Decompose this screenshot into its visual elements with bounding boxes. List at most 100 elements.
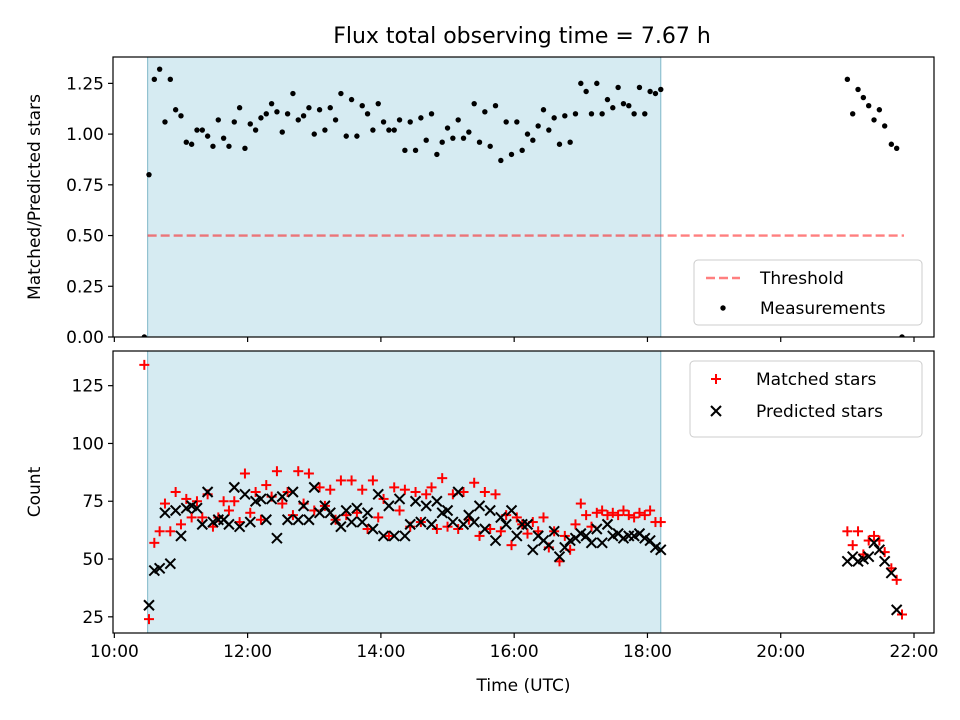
- predicted-star-point: [287, 486, 299, 498]
- matched-star-point: [490, 489, 501, 500]
- predicted-star-stroke: [324, 507, 336, 519]
- predicted-star-stroke: [356, 516, 368, 528]
- measurement-point: [402, 147, 408, 154]
- measurement-point: [893, 145, 900, 152]
- matched-star-point: [421, 489, 432, 500]
- predicted-star-point: [862, 551, 875, 563]
- predicted-star-point: [431, 495, 443, 507]
- predicted-star-point: [548, 525, 560, 538]
- measurement-point: [359, 102, 365, 109]
- matched-star-point: [847, 540, 858, 551]
- predicted-star-stroke: [276, 490, 288, 503]
- measurement-point: [151, 76, 158, 83]
- measurement-point: [348, 96, 355, 103]
- measurement-point: [380, 119, 387, 125]
- predicted-star-stroke: [244, 516, 256, 528]
- predicted-star-point: [655, 544, 667, 556]
- matched-star-point: [474, 530, 485, 541]
- measurement-point: [551, 115, 557, 121]
- matched-star-point: [357, 484, 368, 495]
- matched-star-point: [618, 505, 629, 516]
- matched-star-point: [143, 614, 154, 625]
- predicted-star-stroke: [196, 518, 209, 531]
- predicted-star-point: [388, 530, 400, 542]
- predicted-star-stroke: [191, 502, 203, 514]
- measurement-point: [578, 80, 584, 87]
- measurement-point: [572, 111, 579, 117]
- y-tick-label: 25: [82, 608, 104, 628]
- predicted-star-stroke: [351, 502, 363, 514]
- measurement-point: [316, 107, 323, 113]
- measurement-point: [434, 151, 440, 158]
- y-tick-label: 1.00: [66, 125, 104, 145]
- measurement-point: [647, 88, 653, 95]
- measurement-point: [231, 119, 237, 125]
- measurement-point: [588, 111, 595, 117]
- measurement-point: [252, 127, 259, 133]
- matched-star-point: [170, 487, 181, 497]
- matched-star-point: [229, 496, 240, 507]
- predicted-star-stroke: [521, 518, 534, 531]
- measurement-point: [881, 123, 888, 129]
- predicted-star-point: [196, 518, 209, 531]
- measurement-point: [546, 127, 552, 133]
- predicted-star-stroke: [591, 523, 603, 535]
- count-panel: 25 50 75 100 125 10:00 12:00 14:00 16:00 18:00 20:…: [25, 350, 939, 696]
- measurement-point: [141, 334, 148, 337]
- predicted-star-stroke: [862, 551, 875, 563]
- predicted-star-stroke: [404, 518, 416, 531]
- measurement-point: [503, 119, 509, 125]
- measurement-point: [636, 84, 643, 91]
- predicted-star-point: [404, 518, 416, 531]
- measurement-point: [274, 109, 280, 115]
- matched-star-point: [346, 475, 357, 486]
- predicted-star-stroke: [169, 504, 182, 517]
- legend-matched-swatch: [711, 374, 721, 384]
- measurement-point: [466, 129, 472, 135]
- measurement-point: [492, 102, 499, 109]
- predicted-star-point: [377, 530, 390, 542]
- matched-star-point: [303, 468, 314, 479]
- predicted-star-stroke: [175, 530, 187, 542]
- predicted-star-point: [457, 518, 470, 531]
- matched-star-point: [335, 475, 346, 486]
- predicted-star-point: [340, 504, 352, 517]
- predicted-star-stroke: [367, 523, 379, 535]
- predicted-star-point: [495, 511, 507, 524]
- measurement-point: [418, 115, 424, 121]
- measurement-point: [849, 111, 856, 117]
- measurement-point: [338, 90, 344, 97]
- predicted-star-stroke: [543, 539, 555, 551]
- measurement-point: [188, 141, 195, 147]
- predicted-star-point: [441, 504, 454, 517]
- measurement-point: [306, 105, 312, 111]
- predicted-star-stroke: [297, 500, 310, 512]
- measurement-point: [162, 119, 168, 125]
- figure-title: Flux total observing time = 7.67 h: [333, 24, 711, 49]
- predicted-star-stroke: [164, 557, 177, 570]
- predicted-star-point: [324, 507, 336, 519]
- measurement-point: [178, 113, 184, 119]
- predicted-star-point: [511, 530, 523, 542]
- matched-star-point: [581, 510, 592, 521]
- measurement-point: [844, 76, 851, 83]
- predicted-star-stroke: [143, 599, 155, 611]
- matched-star-point: [394, 505, 405, 516]
- measurement-point: [300, 113, 307, 119]
- measurement-point: [450, 135, 456, 141]
- measurement-point: [899, 334, 905, 337]
- x-tick-label: 16:00: [490, 642, 539, 662]
- predicted-star-point: [585, 537, 598, 549]
- matched-star-point: [293, 466, 304, 477]
- measurement-point: [268, 100, 275, 107]
- matched-star-point: [261, 480, 272, 491]
- measurement-point: [407, 119, 413, 125]
- predicted-star-point: [233, 520, 246, 533]
- predicted-star-stroke: [185, 500, 198, 512]
- matched-star-point: [602, 510, 613, 521]
- legend-label: Measurements: [760, 299, 886, 319]
- predicted-star-point: [447, 516, 459, 528]
- predicted-star-point: [644, 534, 656, 547]
- matched-star-point: [655, 517, 666, 528]
- data-layer: [139, 359, 908, 625]
